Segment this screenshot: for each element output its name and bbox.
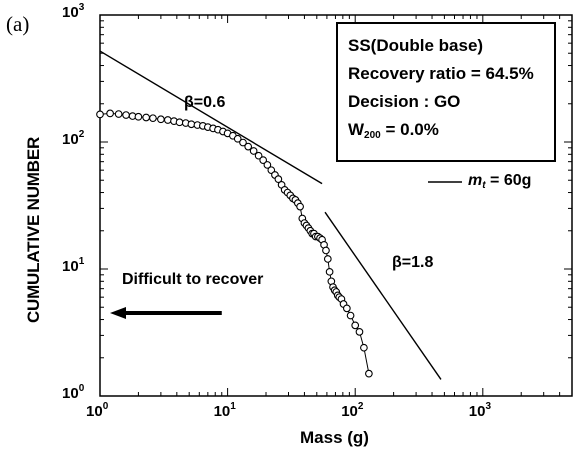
data-point [134,112,143,121]
data-point [239,138,247,147]
tick-exponent: 1 [78,256,85,267]
y-tick-label: 100 [62,383,84,402]
tick-exponent: 3 [78,2,85,13]
data-point [365,369,373,378]
tick-base: 10 [62,131,79,148]
data-point [244,142,253,151]
plot-frame [99,14,573,397]
data-point [163,116,172,124]
series-line [99,112,370,374]
arrow-head [110,307,126,320]
data-point [263,161,272,169]
panel-label: (a) [6,12,30,36]
y-tick-label: 103 [62,2,84,21]
data-point [323,255,332,263]
tick-exponent: 0 [102,401,109,412]
tick-exponent: 1 [230,401,236,412]
difficult-to-recover-label: Difficult to recover [122,271,264,288]
tick-exponent: 3 [485,401,492,412]
info-box: SS(Double base) Recovery ratio = 64.5% D… [336,22,556,162]
w-symbol: W [348,120,365,139]
fit-line [324,211,442,380]
x-tick-label: 101 [214,401,236,420]
x-axis-label: Mass (g) [300,428,369,447]
w-value: = 0.0% [380,120,439,139]
data-series [96,109,373,378]
tick-base: 10 [62,258,79,275]
tick-exponent: 2 [78,129,85,140]
info-line-decision: Decision : GO [348,92,461,111]
legend-label: mt = 60g [468,172,531,191]
data-point [249,147,258,155]
y-axis-label-wrap: CUMULATIVE NUMBER [22,60,46,400]
fit-line [99,50,323,185]
data-point [296,202,304,211]
x-tick-label: 103 [469,401,491,420]
tick-exponent: 2 [357,401,364,412]
data-point [346,311,355,320]
info-line-recovery: Recovery ratio = 64.5% [348,64,534,83]
data-point [355,327,364,336]
y-tick-label: 102 [62,129,84,148]
data-point [96,110,104,119]
data-point [325,267,334,276]
x-tick-label: 102 [341,401,363,420]
data-point [259,156,268,164]
data-point [360,343,368,352]
data-point [322,246,330,255]
y-axis-label: CUMULATIVE NUMBER [24,136,43,324]
beta-06-label: β=0.6 [184,94,226,111]
legend-symbol: m [468,172,483,189]
tick-base: 10 [341,403,358,420]
data-point [351,321,360,330]
tick-base: 10 [62,4,79,21]
data-point [106,109,114,118]
data-point [142,113,151,122]
axes [99,14,573,397]
data-point [233,134,242,143]
beta-18-label: β=1.8 [392,254,434,271]
data-point [274,175,283,183]
tick-exponent: 0 [78,383,85,394]
info-line-w200: W200 = 0.0% [348,116,544,150]
tick-base: 10 [62,385,79,402]
data-point [149,114,157,123]
y-tick-label: 101 [62,256,84,275]
data-point [157,115,165,124]
tick-base: 10 [213,403,231,420]
data-point [122,111,130,119]
tick-base: 10 [86,403,103,420]
legend-value: = 60g [485,172,532,189]
data-point [175,118,184,127]
data-point [342,304,351,313]
tick-base: 10 [468,403,486,420]
difficult-arrow [110,307,222,320]
data-point [254,151,263,160]
info-line-sample: SS(Double base) [348,36,484,55]
w-subscript: 200 [364,130,381,141]
fit-lines [99,50,442,380]
legend-subscript: t [482,180,486,191]
data-point [114,110,123,118]
x-tick-label: 100 [86,401,108,420]
